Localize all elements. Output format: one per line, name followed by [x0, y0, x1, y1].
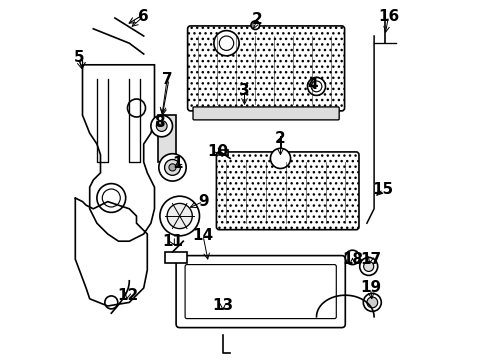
Bar — [165, 252, 186, 263]
Polygon shape — [82, 65, 154, 241]
Text: 14: 14 — [192, 228, 213, 243]
Text: 7: 7 — [162, 72, 172, 87]
Text: 1: 1 — [172, 156, 183, 171]
Circle shape — [363, 293, 381, 311]
Circle shape — [359, 257, 377, 275]
Text: 11: 11 — [162, 234, 183, 249]
Text: 6: 6 — [138, 9, 149, 24]
Text: 5: 5 — [73, 50, 84, 65]
Circle shape — [156, 121, 167, 131]
Circle shape — [164, 159, 180, 175]
FancyBboxPatch shape — [216, 152, 358, 230]
Circle shape — [167, 203, 192, 229]
Circle shape — [366, 297, 377, 308]
Text: 13: 13 — [212, 298, 233, 314]
Text: 18: 18 — [341, 252, 362, 267]
Circle shape — [168, 164, 176, 171]
Circle shape — [213, 31, 239, 56]
FancyBboxPatch shape — [185, 265, 336, 319]
Bar — [158, 115, 176, 162]
Text: 8: 8 — [154, 115, 165, 130]
FancyBboxPatch shape — [193, 107, 339, 120]
Circle shape — [151, 115, 172, 137]
Text: 10: 10 — [206, 144, 227, 159]
Text: 16: 16 — [377, 9, 398, 24]
Text: 2: 2 — [251, 12, 262, 27]
Circle shape — [363, 261, 373, 271]
Circle shape — [307, 77, 325, 95]
Circle shape — [270, 148, 290, 168]
FancyBboxPatch shape — [176, 256, 345, 328]
Circle shape — [345, 250, 359, 265]
FancyBboxPatch shape — [187, 26, 344, 111]
Text: 3: 3 — [239, 82, 249, 98]
Text: 19: 19 — [359, 280, 380, 296]
Circle shape — [104, 296, 118, 309]
Circle shape — [127, 99, 145, 117]
Text: 4: 4 — [307, 77, 318, 92]
Text: 2: 2 — [275, 131, 285, 146]
Circle shape — [160, 196, 199, 236]
Text: 17: 17 — [359, 252, 380, 267]
Text: 12: 12 — [117, 288, 138, 303]
Text: 15: 15 — [372, 181, 393, 197]
Bar — [219, 150, 228, 155]
Circle shape — [159, 154, 186, 181]
Circle shape — [250, 21, 259, 30]
Text: 9: 9 — [197, 194, 208, 209]
Circle shape — [97, 184, 125, 212]
